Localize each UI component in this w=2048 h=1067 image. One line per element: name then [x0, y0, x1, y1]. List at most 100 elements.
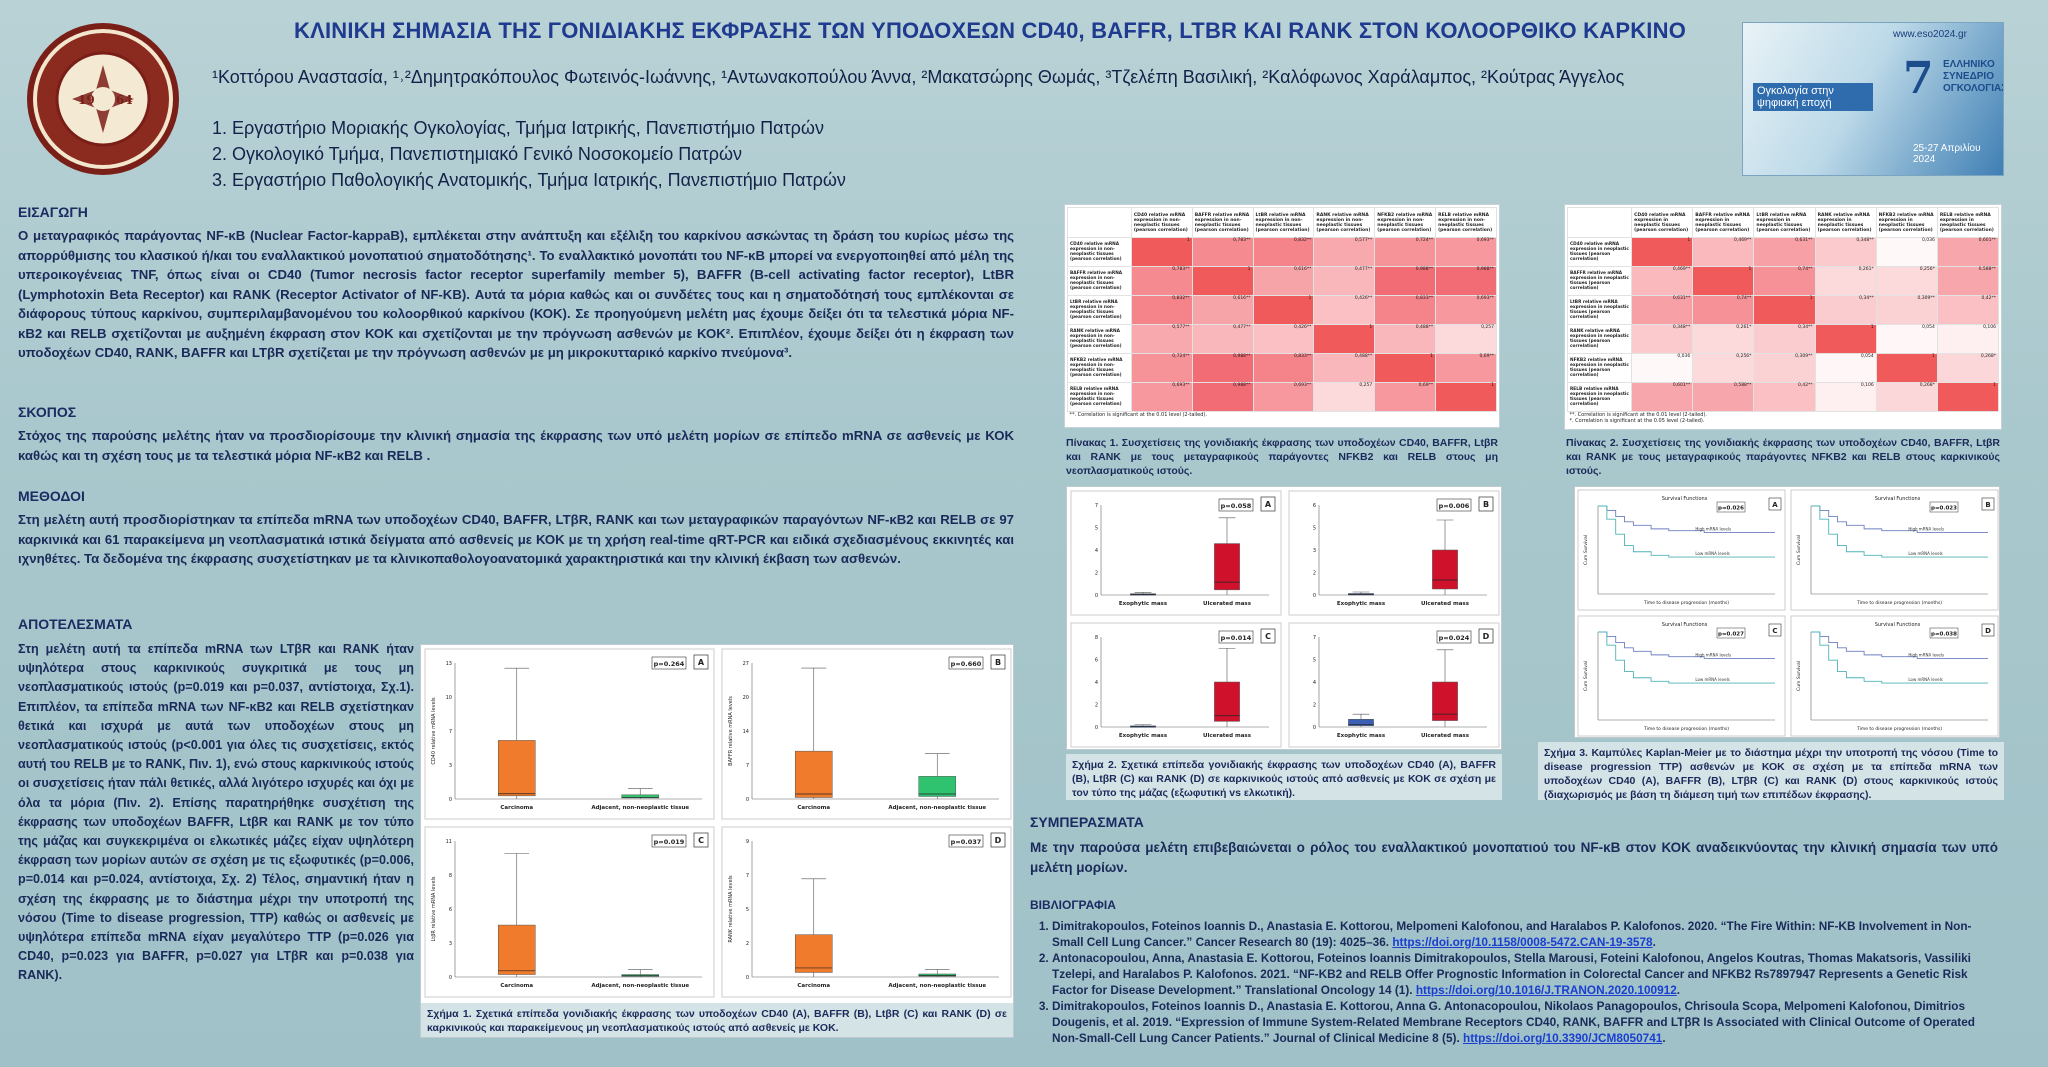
table-cell: 0,616**: [1252, 266, 1315, 296]
y-tick-label: 7: [1095, 503, 1098, 509]
x-axis-label: Time to disease progression (months): [1856, 726, 1942, 732]
boxplot-panel-B: 0 7 14 20 27 BAFFR relative mRNA levels Carcin…: [721, 648, 1012, 820]
table-row-header: BAFFR relative mRNA expression in neopla…: [1566, 266, 1633, 296]
km-series-label: High mRNA levels: [1695, 652, 1731, 657]
table-cell: 0,988**: [1191, 353, 1254, 383]
table-column-header: RELB relative mRNA expression in non-neo…: [1435, 207, 1497, 238]
km-panel-A: Survival Functions High mRNA levels Low mR…: [1577, 489, 1786, 611]
banner-url: www.eso2024.gr: [1893, 29, 1967, 40]
table-column-header: RANK relative mRNA expression in neoplas…: [1814, 207, 1877, 238]
panel-tag-box: [990, 832, 1006, 848]
p-value-label: p=0.014: [1221, 634, 1252, 642]
box: [1432, 549, 1458, 590]
table-row: CD40 relative mRNA expression in neoplas…: [1566, 237, 2000, 267]
table-cell: 0,588**: [1692, 382, 1755, 412]
y-tick-label: 5: [1095, 526, 1098, 532]
y-tick-label: 13: [446, 661, 452, 667]
y-tick-label: 7: [746, 763, 749, 769]
table-cell: 0,783**: [1130, 266, 1193, 296]
table-cell: 1: [1252, 295, 1315, 325]
table-row-header: RELB relative mRNA expression in neoplas…: [1566, 382, 1633, 412]
table-2-panel: CD40 relative mRNA expression in neoplas…: [1564, 204, 2002, 430]
reference-link[interactable]: https://doi.org/10.1016/J.TRANON.2020.10…: [1415, 983, 1677, 997]
reference-item: Dimitrakopoulos, Foteinos Ioannis D., An…: [1052, 918, 1998, 950]
table-cell: 0,601**: [1936, 237, 2000, 267]
x-category-label: Exophytic mass: [1337, 733, 1386, 739]
banner-heading: ΕΛΛΗΝΙΚΟ ΣΥΝΕΔΡΙΟ ΟΓΚΟΛΟΓΙΑΣ: [1943, 59, 2004, 94]
table-column-header: BAFFR relative mRNA expression in neopla…: [1692, 207, 1755, 238]
box: [918, 776, 957, 797]
panel-tag: B: [1483, 500, 1489, 509]
panel-tag: A: [1265, 500, 1272, 509]
table-cell: 0,783**: [1191, 237, 1254, 267]
km-curve: [1598, 631, 1775, 684]
table-column-header: LtBR relative mRNA expression in neoplas…: [1753, 207, 1816, 238]
panel-tag: D: [1483, 632, 1490, 641]
km-series-label: Low mRNA levels: [1908, 677, 1942, 682]
table-column-header: NFKB2 relative mRNA expression in neopla…: [1875, 207, 1938, 238]
affiliation-3: 3. Εργαστήριο Παθολογικής Ανατομικής, Τμ…: [212, 170, 846, 190]
reference-link[interactable]: https://doi.org/10.3390/JCM8050741: [1463, 1031, 1663, 1045]
y-tick-label: 0: [449, 975, 452, 981]
x-category-label: Exophytic mass: [1119, 733, 1168, 739]
table-cell: 0,616**: [1191, 295, 1254, 325]
y-tick-label: 4: [1095, 548, 1098, 554]
table-cell: 0,74**: [1692, 295, 1755, 325]
table-cell: 0,833**: [1252, 353, 1315, 383]
figure-3-kaplan-meier: Survival Functions High mRNA levels Low mR…: [1577, 489, 1999, 737]
table-row: BAFFR relative mRNA expression in non-ne…: [1067, 266, 1497, 296]
km-series-label: High mRNA levels: [1908, 526, 1944, 531]
boxplot-panel-A: 0 3 7 10 13 CD40 relative mRNA levels Carcinom…: [424, 648, 715, 820]
p-value-box: [1218, 630, 1254, 644]
table-cell: 0,256*: [1692, 353, 1755, 383]
reference-link[interactable]: https://doi.org/10.1158/0008-5472.CAN-19…: [1392, 935, 1653, 949]
x-category-label: Ulcerated mass: [1421, 733, 1470, 739]
y-tick-label: 20: [743, 695, 749, 701]
aim-text: Στόχος της παρούσης μελέτης ήταν να προσ…: [18, 428, 1014, 463]
table-row: RELB relative mRNA expression in non-neo…: [1067, 382, 1497, 412]
table-row-header: RANK relative mRNA expression in non-neo…: [1067, 324, 1132, 354]
table-cell: 0,261*: [1814, 266, 1877, 296]
table-cell: 0,309**: [1875, 295, 1938, 325]
y-axis-label: LtβR relative mRNA levels: [431, 876, 437, 941]
y-tick-label: 7: [449, 729, 452, 735]
table-cell: 0,488**: [1374, 324, 1437, 354]
table-footnote: **. Correlation is significant at the 0.…: [1569, 412, 1707, 418]
y-tick-label: 7: [746, 873, 749, 879]
km-series-label: Low mRNA levels: [1695, 551, 1729, 556]
p-value-box: [1716, 501, 1746, 513]
logo-year-left: 19: [78, 93, 95, 107]
boxplot-panel-A: 0 2 4 5 7 Exophytic mass Ulcerated mass p=0.058…: [1070, 490, 1282, 616]
x-category-label: Adjacent, non-neoplastic tissue: [591, 805, 689, 811]
table-cell: 0,469**: [1692, 237, 1755, 267]
panel-tag: C: [698, 836, 704, 845]
aim-heading: ΣΚΟΠΟΣ: [18, 404, 77, 420]
figure-3: Survival Functions High mRNA levels Low mR…: [1574, 486, 2000, 738]
km-series-label: High mRNA levels: [1695, 526, 1731, 531]
table-cell: 0,348**: [1631, 324, 1694, 354]
km-panel-D: Survival Functions High mRNA levels Low mR…: [1790, 615, 1999, 737]
y-tick-label: 5: [1313, 658, 1316, 664]
panel-frame: [1790, 489, 1999, 611]
table-cell: 0,577**: [1313, 237, 1376, 267]
km-curve: [1811, 505, 1988, 558]
y-tick-label: 0: [1095, 593, 1098, 599]
table-cell: 1: [1191, 266, 1254, 296]
table-cell: 0,256*: [1875, 266, 1938, 296]
panel-tag: A: [698, 658, 705, 667]
km-series-label: High mRNA levels: [1908, 652, 1944, 657]
boxplot-panel-C: 0 2 4 6 8 Exophytic mass Ulcerated mass p=0.014…: [1070, 622, 1282, 748]
conference-banner: www.eso2024.gr 7 ΕΛΛΗΝΙΚΟ ΣΥΝΕΔΡΙΟ ΟΓΚΟΛ…: [1742, 22, 2004, 176]
p-value-label: p=0.058: [1221, 502, 1252, 510]
table-row-header: RELB relative mRNA expression in non-neo…: [1067, 382, 1132, 412]
km-title: Survival Functions: [1662, 622, 1708, 628]
table-cell: 0,832**: [1252, 237, 1315, 267]
y-axis-label: Cum Survival: [1583, 535, 1589, 565]
box: [1432, 681, 1458, 721]
p-value-label: p=0.264: [654, 660, 685, 668]
y-tick-label: 11: [446, 839, 452, 845]
box: [1348, 719, 1374, 726]
p-value-box: [948, 834, 984, 848]
p-value-label: p=0.660: [951, 660, 982, 668]
y-tick-label: 5: [746, 907, 749, 913]
